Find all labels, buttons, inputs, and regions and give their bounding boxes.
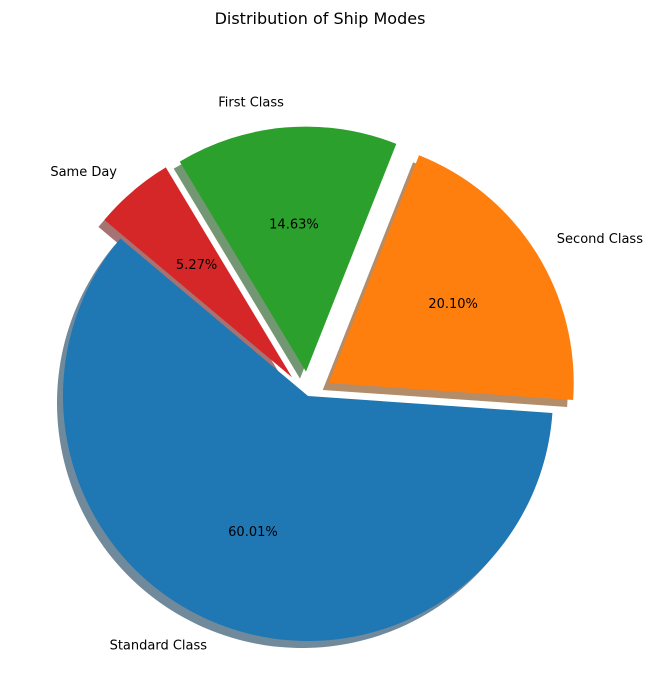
labels-group: Standard Class 60.01% Second Class 20.10% Fi… <box>50 95 643 653</box>
slice-first-class <box>179 126 397 372</box>
slice-label-same-day: Same Day <box>50 165 117 180</box>
slices-group <box>62 126 574 642</box>
slice-second-class <box>328 155 574 400</box>
slice-percent-first-class: 14.63% <box>269 218 319 233</box>
slice-percent-second-class: 20.10% <box>428 297 478 312</box>
slice-standard-class <box>62 238 553 642</box>
slice-percent-same-day: 5.27% <box>176 258 217 273</box>
chart-title: Distribution of Ship Modes <box>215 9 426 28</box>
slice-percent-standard-class: 60.01% <box>228 525 278 540</box>
slice-label-second-class: Second Class <box>557 232 643 247</box>
slice-label-standard-class: Standard Class <box>110 638 208 653</box>
slice-label-first-class: First Class <box>218 95 284 110</box>
slice-same-day <box>104 167 293 378</box>
